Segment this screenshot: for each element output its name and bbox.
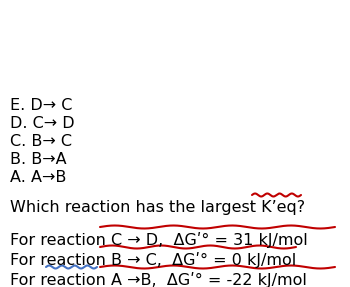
- Text: For reaction A →B,  ΔGʹ° = -22 kJ/mol: For reaction A →B, ΔGʹ° = -22 kJ/mol: [10, 272, 307, 287]
- Text: For reaction B → C,  ΔGʹ° = 0 kJ/mol: For reaction B → C, ΔGʹ° = 0 kJ/mol: [10, 252, 296, 268]
- Text: Which reaction has the largest K’eq?: Which reaction has the largest K’eq?: [10, 200, 305, 215]
- Text: B. B→A: B. B→A: [10, 152, 66, 167]
- Text: D. C→ D: D. C→ D: [10, 116, 75, 131]
- Text: A. A→B: A. A→B: [10, 170, 66, 185]
- Text: C. B→ C: C. B→ C: [10, 134, 72, 149]
- Text: E. D→ C: E. D→ C: [10, 98, 72, 113]
- Text: For reaction C → D,  ΔGʹ° = 31 kJ/mol: For reaction C → D, ΔGʹ° = 31 kJ/mol: [10, 232, 308, 248]
